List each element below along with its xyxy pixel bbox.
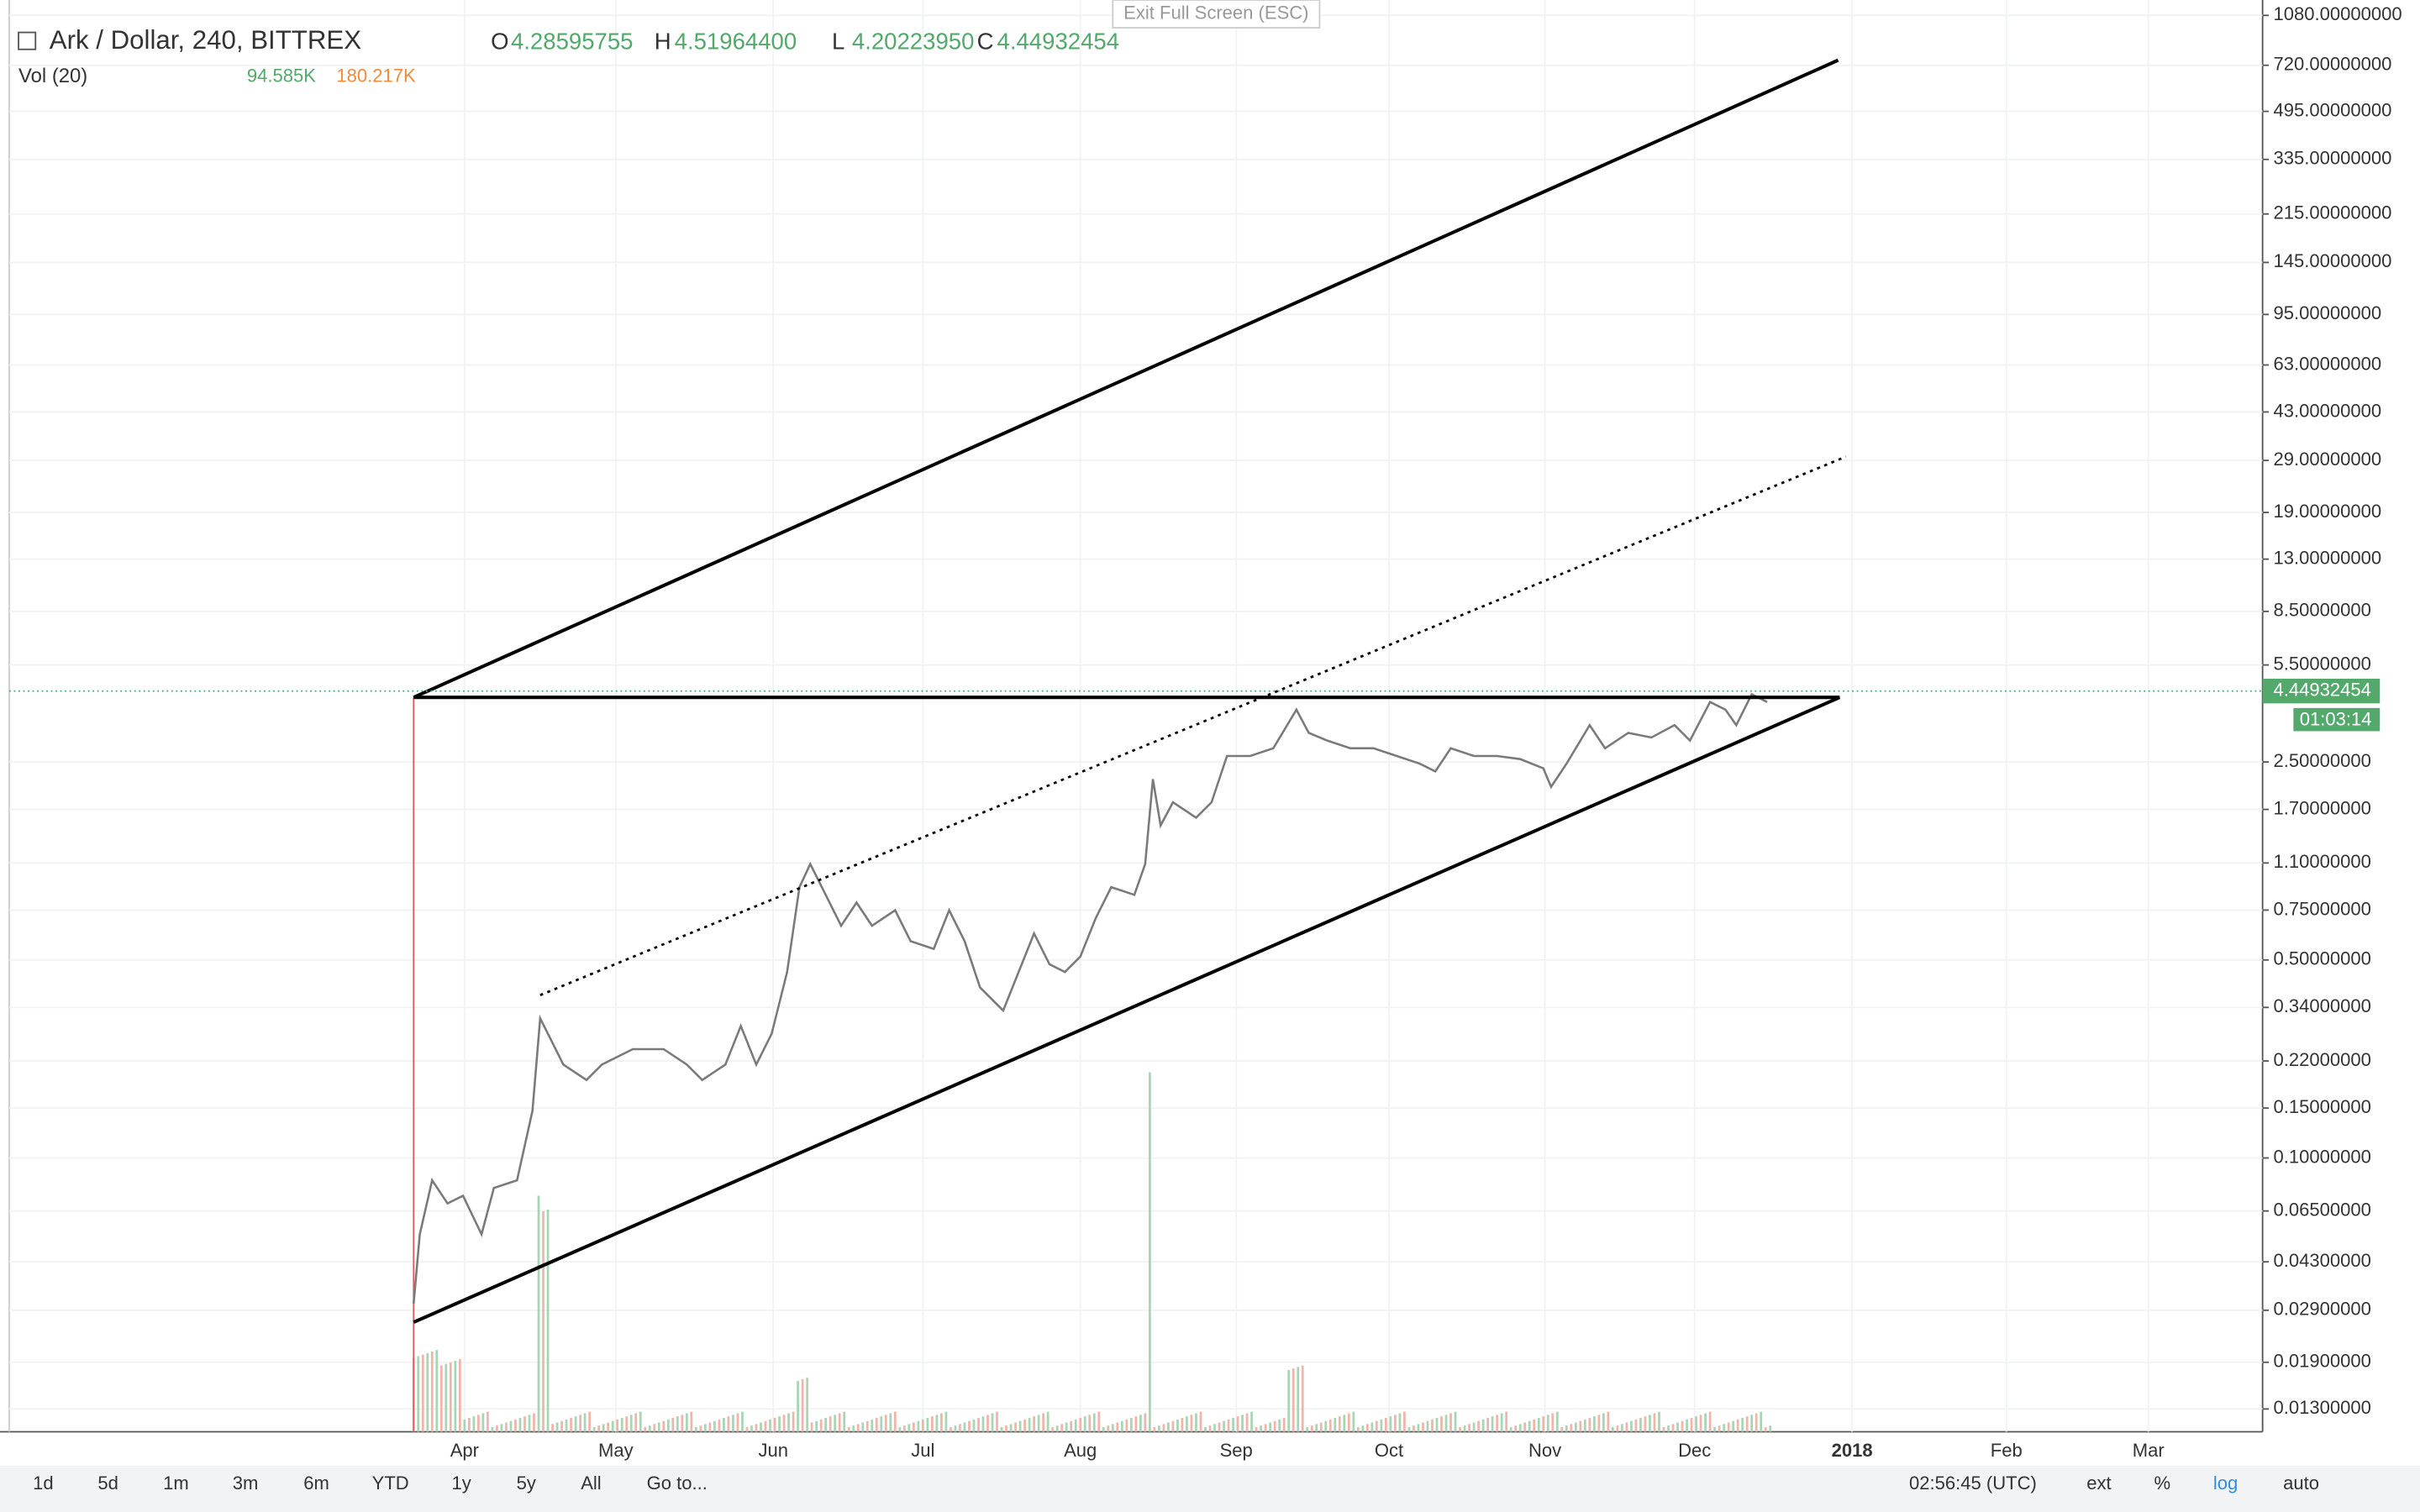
y-tick-label: 0.04300000: [2274, 1250, 2371, 1271]
range-button[interactable]: 1d: [33, 1473, 54, 1494]
volume-value: 180.217K: [336, 66, 416, 87]
x-tick-label: Jun: [758, 1440, 788, 1461]
ohlc-key: H: [655, 29, 671, 55]
collapse-icon: [18, 31, 37, 50]
ohlc-value: 4.28595755: [511, 29, 634, 55]
x-tick-label: Apr: [450, 1440, 479, 1461]
y-tick-label: 95.00000000: [2274, 302, 2382, 323]
ohlc-value: 4.20223950: [852, 29, 975, 55]
ohlc-value: 4.51964400: [675, 29, 797, 55]
y-tick-label: 0.22000000: [2274, 1049, 2371, 1070]
y-tick-label: 145.00000000: [2274, 250, 2392, 271]
x-tick-label: Jul: [911, 1440, 934, 1461]
y-tick-label: 720.00000000: [2274, 54, 2392, 75]
x-tick-label: Mar: [2133, 1440, 2165, 1461]
y-tick-label: 29.00000000: [2274, 449, 2382, 470]
ohlc-key: O: [491, 29, 508, 55]
volume-label: Vol (20): [18, 65, 87, 87]
y-tick-label: 19.00000000: [2274, 501, 2382, 522]
x-tick-label: Sep: [1220, 1440, 1253, 1461]
ohlc-key: L: [832, 29, 844, 55]
x-tick-label: Nov: [1528, 1440, 1561, 1461]
volume-bars: [412, 1072, 1772, 1432]
y-tick-label: 8.50000000: [2274, 600, 2371, 621]
clock: 02:56:45 (UTC): [1909, 1473, 2037, 1494]
ohlc-value: 4.44932454: [997, 29, 1120, 55]
option-button[interactable]: auto: [2283, 1473, 2319, 1494]
range-button[interactable]: 3m: [233, 1473, 259, 1494]
x-tick-label: Feb: [1991, 1440, 2023, 1461]
option-button[interactable]: log: [2213, 1473, 2238, 1494]
y-tick-label: 1.70000000: [2274, 797, 2371, 818]
range-button[interactable]: 1m: [163, 1473, 189, 1494]
y-tick-label: 63.00000000: [2274, 353, 2382, 374]
x-tick-label: Aug: [1064, 1440, 1097, 1461]
countdown-tag: [2293, 707, 2381, 732]
y-tick-label: 1.10000000: [2274, 851, 2371, 872]
y-tick-label: 215.00000000: [2274, 202, 2392, 223]
y-tick-label: 495.00000000: [2274, 99, 2392, 120]
goto-button[interactable]: Go to...: [647, 1473, 708, 1494]
option-button[interactable]: ext: [2086, 1473, 2111, 1494]
y-tick-label: 0.50000000: [2274, 948, 2371, 969]
y-tick-label: 0.02900000: [2274, 1299, 2371, 1320]
x-tick-label: 2018: [1832, 1440, 1873, 1461]
y-tick-label: 335.00000000: [2274, 148, 2392, 169]
last-price-label: 4.44932454: [2274, 680, 2371, 701]
trendline: [413, 58, 1839, 700]
range-button[interactable]: 6m: [303, 1473, 329, 1494]
exit-label[interactable]: Exit Full Screen (ESC): [1123, 2, 1308, 23]
y-tick-label: 2.50000000: [2274, 750, 2371, 771]
range-button[interactable]: All: [581, 1473, 601, 1494]
symbol: Ark / Dollar, 240, BITTREX: [50, 25, 361, 55]
last-price-tag: [2262, 678, 2381, 704]
volume-value: 94.585K: [247, 66, 316, 87]
price-candles: [412, 692, 1768, 1305]
range-button[interactable]: 1y: [452, 1473, 471, 1494]
trendlines: [413, 58, 1847, 1324]
y-tick-label: 0.75000000: [2274, 898, 2371, 919]
bottom-toolbar: [0, 1465, 2420, 1512]
y-tick-label: 0.01300000: [2274, 1397, 2371, 1418]
range-button[interactable]: 5d: [97, 1473, 118, 1494]
x-tick-label: May: [598, 1440, 634, 1461]
trendline: [413, 696, 1841, 1324]
y-tick-label: 0.01900000: [2274, 1351, 2371, 1372]
range-button[interactable]: 5y: [517, 1473, 536, 1494]
range-button[interactable]: YTD: [372, 1473, 409, 1494]
countdown: 01:03:14: [2300, 708, 2372, 729]
y-tick-label: 1080.00000000: [2274, 3, 2402, 24]
x-tick-label: Oct: [1375, 1440, 1403, 1461]
y-tick-label: 0.34000000: [2274, 995, 2371, 1016]
y-tick-label: 0.06500000: [2274, 1199, 2371, 1220]
y-tick-label: 0.15000000: [2274, 1096, 2371, 1117]
y-tick-label: 0.10000000: [2274, 1146, 2371, 1167]
y-tick-label: 43.00000000: [2274, 400, 2382, 421]
y-tick-label: 5.50000000: [2274, 653, 2371, 674]
option-button[interactable]: %: [2154, 1473, 2170, 1494]
x-tick-label: Dec: [1678, 1440, 1711, 1461]
y-tick-label: 13.00000000: [2274, 547, 2382, 568]
ohlc-key: C: [977, 29, 994, 55]
exit-button[interactable]: [1112, 0, 1321, 29]
